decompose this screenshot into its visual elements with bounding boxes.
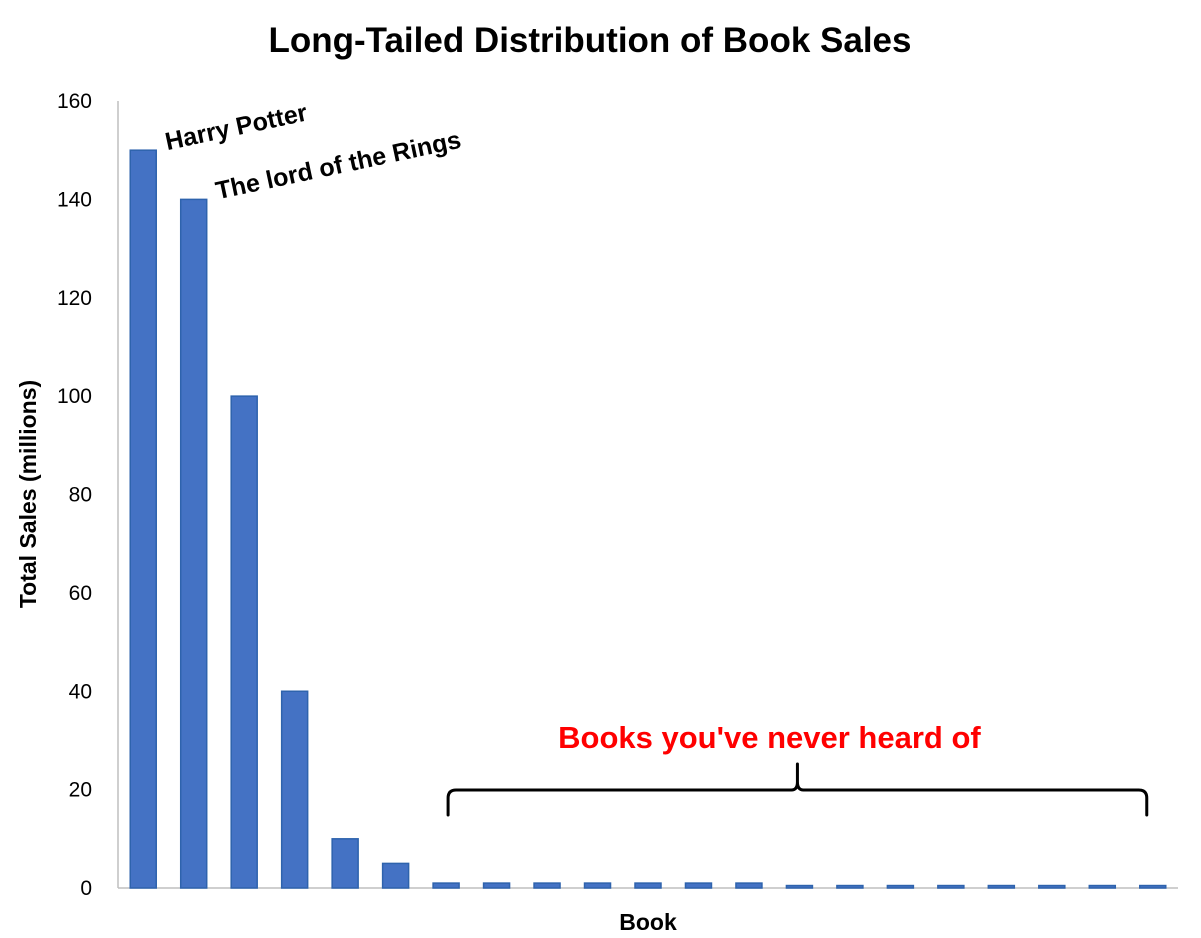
y-tick-label: 20 [69, 779, 92, 802]
bar [886, 884, 915, 889]
bar [785, 884, 814, 889]
y-tick-label: 80 [69, 484, 92, 507]
bar [129, 149, 157, 889]
tail-brace [446, 762, 1149, 817]
y-axis-title: Total Sales (millions) [15, 380, 41, 608]
bar [684, 882, 713, 889]
bar [937, 884, 965, 889]
bar [1038, 884, 1066, 889]
bar [179, 198, 208, 889]
bar [634, 882, 662, 889]
y-tick-label: 0 [80, 877, 92, 900]
bar [482, 882, 511, 889]
chart-title: Long-Tailed Distribution of Book Sales [269, 21, 912, 60]
y-tick-label: 60 [69, 582, 92, 605]
y-tick-label: 120 [57, 287, 92, 310]
bar [1088, 884, 1117, 889]
bar [230, 395, 258, 889]
bar [432, 882, 460, 889]
bar-annotation: Harry Potter [163, 99, 310, 156]
bar [987, 884, 1016, 889]
bar [280, 690, 309, 889]
y-tick-label: 40 [69, 680, 92, 703]
bar [735, 882, 763, 889]
bar [836, 884, 864, 889]
x-axis-title: Book [619, 909, 677, 935]
bar [1139, 884, 1167, 889]
y-tick-label: 100 [57, 385, 92, 408]
y-tick-label: 160 [57, 90, 92, 113]
tail-annotation: Books you've never heard of [558, 720, 981, 755]
bar [533, 882, 561, 889]
y-axis-ticks: 0 20 40 60 80 100 120 140 160 [57, 90, 92, 900]
bar [381, 862, 410, 889]
bar [583, 882, 612, 889]
y-tick-label: 140 [57, 188, 92, 211]
bar [331, 838, 359, 889]
bars-group [129, 149, 1167, 889]
